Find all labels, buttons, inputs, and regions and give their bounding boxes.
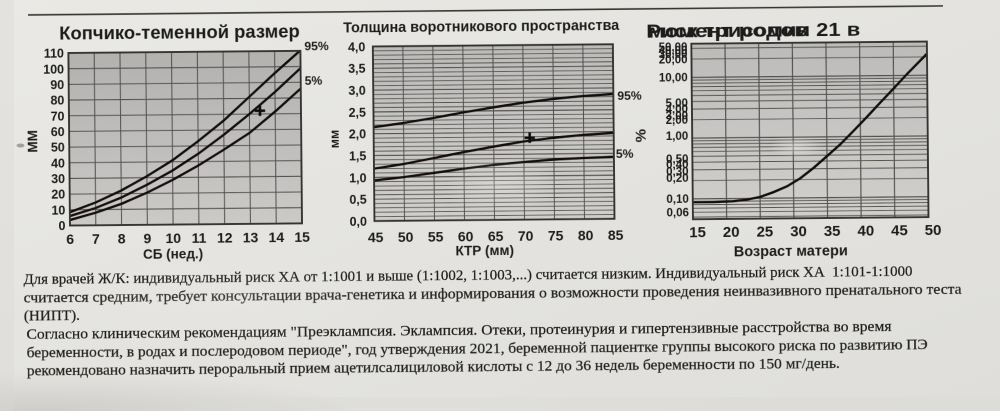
svg-text:9: 9	[143, 230, 151, 246]
svg-text:45: 45	[891, 222, 908, 239]
svg-text:2,5: 2,5	[349, 106, 367, 120]
svg-text:4,00: 4,00	[666, 104, 689, 116]
svg-text:11: 11	[192, 230, 207, 246]
svg-text:15: 15	[689, 224, 706, 241]
svg-text:80: 80	[578, 227, 594, 243]
svg-text:4,0: 4,0	[348, 40, 366, 54]
svg-text:1,00: 1,00	[666, 131, 689, 143]
svg-text:КТР (мм): КТР (мм)	[455, 243, 514, 259]
svg-text:40: 40	[857, 223, 874, 240]
svg-text:40: 40	[51, 156, 65, 170]
svg-text:60: 60	[51, 125, 65, 139]
svg-text:20: 20	[51, 188, 65, 202]
svg-text:0,20: 0,20	[666, 173, 689, 185]
svg-text:момент родов: момент родов	[648, 20, 808, 41]
svg-text:50,00: 50,00	[659, 42, 688, 54]
svg-text:110: 110	[44, 47, 64, 61]
svg-text:30,00: 30,00	[659, 49, 688, 61]
svg-text:20,00: 20,00	[659, 54, 688, 66]
svg-text:60: 60	[458, 228, 474, 244]
svg-text:Возраст матери: Возраст матери	[734, 243, 848, 260]
svg-text:%: %	[633, 129, 650, 143]
svg-text:3,5: 3,5	[348, 62, 366, 76]
svg-text:80: 80	[50, 94, 64, 108]
svg-text:20: 20	[723, 224, 740, 241]
svg-text:95%: 95%	[304, 39, 329, 53]
svg-text:8: 8	[118, 230, 126, 246]
svg-text:50: 50	[398, 229, 414, 245]
svg-text:0,06: 0,06	[666, 207, 689, 219]
svg-text:0,40: 0,40	[666, 159, 689, 171]
svg-text:70: 70	[518, 228, 534, 244]
svg-text:95%: 95%	[617, 89, 642, 103]
svg-text:1,0: 1,0	[349, 171, 367, 185]
svg-text:30: 30	[51, 172, 65, 186]
svg-text:0,0: 0,0	[350, 215, 368, 229]
svg-text:40,00: 40,00	[659, 45, 688, 57]
svg-text:5%: 5%	[616, 147, 634, 161]
svg-text:мм: мм	[328, 130, 342, 149]
svg-text:0,30: 0,30	[666, 166, 689, 178]
svg-text:ММ: ММ	[25, 130, 40, 153]
svg-text:10: 10	[51, 203, 65, 217]
svg-text:0,5: 0,5	[349, 193, 367, 207]
svg-text:50: 50	[925, 222, 942, 239]
svg-text:6: 6	[66, 231, 74, 247]
svg-text:2,00: 2,00	[666, 115, 689, 127]
svg-text:3,0: 3,0	[348, 84, 366, 98]
svg-text:Толщина воротникового простран: Толщина воротникового пространства	[343, 18, 620, 37]
svg-text:100: 100	[43, 62, 64, 76]
svg-text:45: 45	[368, 229, 384, 245]
svg-text:5%: 5%	[305, 74, 323, 88]
svg-text:3,00: 3,00	[666, 110, 689, 122]
svg-text:50: 50	[51, 141, 65, 155]
svg-text:13: 13	[243, 229, 259, 245]
svg-text:15: 15	[294, 229, 310, 245]
svg-text:30: 30	[790, 223, 807, 240]
svg-text:7: 7	[92, 231, 100, 247]
svg-text:Копчико-теменной размер: Копчико-теменной размер	[59, 21, 300, 43]
svg-text:10,00: 10,00	[659, 72, 688, 84]
svg-text:14: 14	[268, 229, 284, 245]
svg-text:35: 35	[824, 223, 841, 240]
svg-text:0: 0	[58, 219, 65, 233]
svg-text:75: 75	[548, 227, 564, 243]
svg-text:2,0: 2,0	[349, 127, 367, 141]
svg-text:70: 70	[51, 109, 65, 123]
svg-text:55: 55	[428, 229, 444, 245]
svg-text:0,50: 0,50	[666, 154, 689, 166]
svg-text:Риск трисомии 21 в: Риск трисомии 21 в	[646, 20, 860, 42]
svg-text:5,00: 5,00	[665, 98, 688, 110]
svg-text:25: 25	[756, 223, 773, 240]
svg-text:65: 65	[488, 228, 504, 244]
svg-text:12: 12	[217, 229, 233, 245]
svg-text:1,5: 1,5	[349, 149, 367, 163]
svg-text:85: 85	[608, 227, 624, 243]
svg-text:0,10: 0,10	[666, 194, 689, 206]
svg-text:10: 10	[165, 230, 181, 246]
svg-text:90: 90	[50, 78, 64, 92]
